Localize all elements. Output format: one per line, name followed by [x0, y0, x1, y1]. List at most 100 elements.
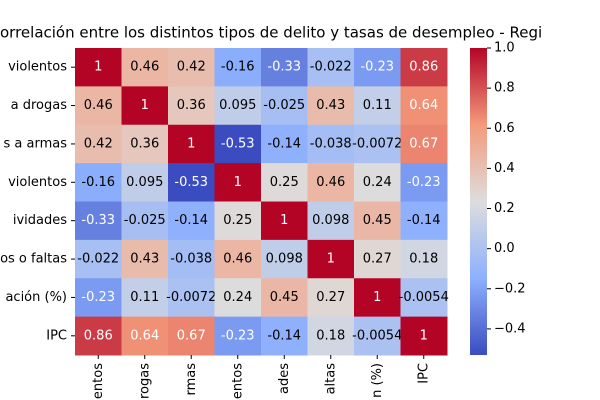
- cell-label: 1: [280, 213, 288, 228]
- cell-label: -0.0072: [166, 290, 216, 305]
- heatmap-cell: [400, 239, 448, 279]
- cell-label: 0.18: [316, 328, 345, 343]
- cell-label: 0.095: [219, 98, 256, 113]
- colorbar: [470, 48, 487, 355]
- heatmap-cell: [261, 201, 308, 241]
- cell-label: -0.025: [263, 98, 305, 113]
- x-tick-label: entos: [91, 363, 106, 399]
- cell-label: -0.0054: [399, 290, 449, 305]
- cell-label: -0.16: [81, 175, 115, 190]
- heatmap-cell: [75, 86, 122, 126]
- heatmap-cell: [121, 48, 169, 87]
- cell-label: 0.098: [312, 213, 349, 228]
- heatmap-cell: [354, 124, 401, 164]
- cell-label: -0.038: [310, 136, 352, 151]
- colorbar-tick-label: 0.6: [494, 121, 515, 136]
- y-tick-label: a drogas: [11, 98, 68, 113]
- cell-label: -0.022: [77, 252, 119, 267]
- colorbar-tick-label: 0.4: [494, 161, 515, 176]
- colorbar-tick-label: −0.2: [494, 281, 526, 296]
- heatmap-cell: [214, 239, 262, 279]
- cell-label: -0.53: [221, 136, 255, 151]
- cell-label: 0.64: [409, 98, 438, 113]
- cell-label: 1: [187, 136, 195, 151]
- heatmap-cell: [75, 124, 122, 164]
- x-tick-label: altas: [323, 363, 338, 395]
- heatmap-cell: [168, 48, 215, 87]
- x-tick-label: ades: [277, 363, 292, 394]
- cell-label: -0.23: [81, 290, 115, 305]
- cell-label: 0.36: [177, 98, 206, 113]
- cell-label: -0.33: [267, 60, 301, 75]
- heatmap-cell: [121, 316, 169, 356]
- colorbar-tick-label: 0.2: [494, 201, 515, 216]
- cell-label: -0.23: [221, 328, 255, 343]
- cell-label: -0.23: [407, 175, 441, 190]
- heatmap-cell: [400, 278, 448, 318]
- colorbar-tick-label: −0.4: [494, 321, 526, 336]
- cell-label: -0.14: [267, 136, 301, 151]
- heatmap-cell: [307, 201, 355, 241]
- cell-label: 0.42: [84, 136, 113, 151]
- cell-label: -0.33: [81, 213, 115, 228]
- heatmap-cell: [168, 239, 215, 279]
- heatmap-cell: [214, 278, 262, 318]
- y-tick-label: IPC: [46, 328, 67, 343]
- cell-label: 0.86: [409, 60, 438, 75]
- y-tick-label: os o faltas: [0, 252, 67, 267]
- heatmap-cell: [354, 278, 401, 318]
- cell-label: -0.23: [360, 60, 394, 75]
- cell-label: 0.46: [130, 60, 159, 75]
- heatmap-cell: [121, 201, 169, 241]
- y-tick-label: violentos: [8, 175, 67, 190]
- cell-label: 0.45: [270, 290, 299, 305]
- heatmap-cell: [307, 239, 355, 279]
- heatmap-cell: [261, 163, 308, 202]
- colorbar-tick-label: 0.0: [494, 241, 515, 256]
- cell-label: -0.022: [310, 60, 352, 75]
- heatmap-cell: [75, 48, 122, 87]
- heatmap-cell: [121, 163, 169, 202]
- cell-label: 1: [94, 60, 102, 75]
- x-tick-label: IPC: [416, 363, 431, 384]
- y-tick-label: s a armas: [4, 136, 68, 151]
- cell-label: 0.67: [177, 328, 206, 343]
- chart-title: orrelación entre los distintos tipos de …: [0, 24, 542, 42]
- cell-label: 0.27: [363, 252, 392, 267]
- heatmap-cell: [354, 86, 401, 126]
- heatmap-cell: [354, 239, 401, 279]
- y-tick-label: ividades: [13, 213, 67, 228]
- cell-label: 1: [373, 290, 381, 305]
- heatmap-cell: [307, 86, 355, 126]
- heatmap-cell: [261, 86, 308, 126]
- heatmap-cell: [75, 201, 122, 241]
- heatmap-cell: [168, 316, 215, 356]
- cell-label: 0.36: [130, 136, 159, 151]
- heatmap-cell: [75, 239, 122, 279]
- heatmap-cell: [307, 163, 355, 202]
- cell-label: 0.43: [316, 98, 345, 113]
- heatmap-cell: [354, 163, 401, 202]
- heatmap-cell: [214, 201, 262, 241]
- colorbar-tick-label: 1.0: [494, 41, 515, 56]
- heatmap-cell: [261, 278, 308, 318]
- heatmap-cell: [261, 316, 308, 356]
- heatmap-cell: [121, 278, 169, 318]
- heatmap-cell: [168, 124, 215, 164]
- heatmap-cell: [214, 316, 262, 356]
- cell-label: -0.14: [267, 328, 301, 343]
- heatmap-cell: [75, 278, 122, 318]
- cell-label: 0.46: [223, 252, 252, 267]
- heatmap-cell: [400, 48, 448, 87]
- heatmap-cell: [214, 86, 262, 126]
- heatmap-cell: [354, 48, 401, 87]
- x-tick-label: rogas: [137, 363, 152, 399]
- heatmap-cell: [261, 124, 308, 164]
- cell-label: 0.11: [363, 98, 392, 113]
- cell-label: 1: [141, 98, 149, 113]
- heatmap-cell: [168, 278, 215, 318]
- heatmap-cell: [307, 278, 355, 318]
- cell-label: 0.095: [126, 175, 163, 190]
- heatmap-cell: [121, 86, 169, 126]
